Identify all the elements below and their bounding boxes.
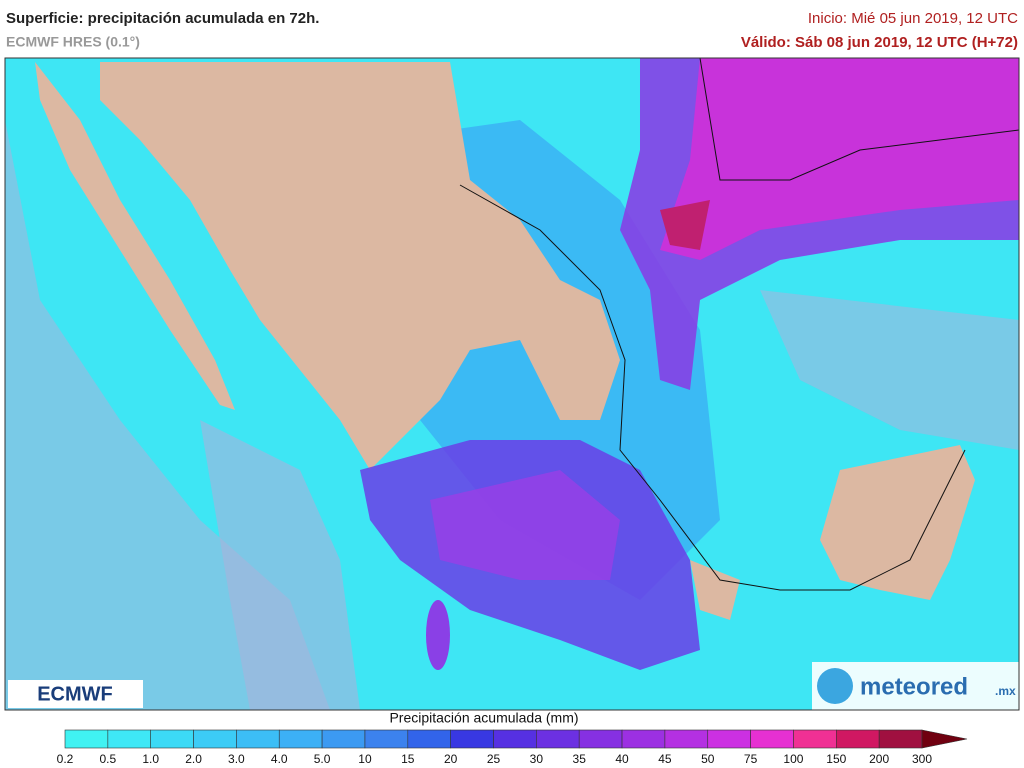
precip xyxy=(430,470,620,580)
colorbar-label: 20 xyxy=(444,752,458,766)
colorbar-label: 45 xyxy=(658,752,672,766)
colorbar-label: 40 xyxy=(615,752,629,766)
colorbar-label: 200 xyxy=(869,752,889,766)
colorbar-swatch xyxy=(64,729,109,749)
colorbar-label: 10 xyxy=(358,752,372,766)
colorbar-swatch xyxy=(493,729,537,749)
colorbar-label: 300 xyxy=(912,752,932,766)
colorbar-label: 25 xyxy=(487,752,501,766)
colorbar-swatch xyxy=(278,729,323,749)
meteored-suffix: .mx xyxy=(995,684,1016,698)
colorbar-swatch xyxy=(750,729,794,749)
colorbar-swatch xyxy=(364,729,409,749)
title: Superficie: precipitación acumulada en 7… xyxy=(6,10,319,27)
map-frame xyxy=(4,57,1020,711)
dry-ocean xyxy=(200,420,360,710)
colorbar-label: 0.5 xyxy=(100,752,117,766)
colorbar-swatch xyxy=(793,729,837,749)
colorbar: 0.2 0.5 1.0 2.0 3.0 4.0 5.0 10 15 20 25 30 35 40 45 50 7… xyxy=(57,729,968,766)
colorbar-label: 30 xyxy=(530,752,544,766)
colorbar-swatch xyxy=(621,729,666,749)
colorbar-swatch xyxy=(107,729,151,749)
precip xyxy=(660,200,710,250)
map: ECMWF meteored .mx xyxy=(5,58,1019,710)
colorbar-label: 35 xyxy=(573,752,587,766)
colorbar-swatch xyxy=(321,729,366,749)
land xyxy=(35,62,235,410)
coastline xyxy=(699,58,1019,181)
ecmwf-logo xyxy=(8,680,143,708)
colorbar-swatch xyxy=(664,729,709,749)
dry-ocean xyxy=(5,120,330,710)
colorbar-swatch xyxy=(236,729,280,749)
colorbar-label: 4.0 xyxy=(271,752,288,766)
precip xyxy=(426,600,450,670)
colorbar-swatch xyxy=(407,729,451,749)
land xyxy=(100,62,620,470)
colorbar-label: 100 xyxy=(783,752,803,766)
coastline xyxy=(459,184,966,591)
colorbar-swatch xyxy=(578,729,623,749)
model: ECMWF HRES (0.1°) xyxy=(6,34,140,50)
colorbar-arrow xyxy=(921,729,968,749)
init-time: Inicio: Mié 05 jun 2019, 12 UTC xyxy=(808,10,1018,27)
colorbar-title: Precipitación acumulada (mm) xyxy=(389,710,578,726)
colorbar-swatch xyxy=(150,729,194,749)
ecmwf-text: ECMWF xyxy=(37,683,113,705)
meteored-icon xyxy=(817,668,853,704)
colorbar-label: 15 xyxy=(401,752,415,766)
colorbar-swatch xyxy=(536,729,580,749)
land xyxy=(690,560,740,620)
colorbar-label: 2.0 xyxy=(185,752,202,766)
colorbar-swatch xyxy=(707,729,751,749)
colorbar-label: 5.0 xyxy=(314,752,331,766)
colorbar-swatch xyxy=(450,729,494,749)
colorbar-swatch xyxy=(878,729,923,749)
colorbar-label: 75 xyxy=(744,752,758,766)
valid-time: Válido: Sáb 08 jun 2019, 12 UTC (H+72) xyxy=(741,34,1018,51)
colorbar-swatch xyxy=(835,729,880,749)
colorbar-label: 50 xyxy=(701,752,715,766)
colorbar-label: 0.2 xyxy=(57,752,74,766)
colorbar-label: 150 xyxy=(826,752,846,766)
dry-ocean xyxy=(760,290,1019,450)
colorbar-label: 1.0 xyxy=(142,752,159,766)
land xyxy=(820,445,975,600)
meteored-text: meteored xyxy=(860,673,968,700)
colorbar-swatch xyxy=(193,729,237,749)
colorbar-label: 3.0 xyxy=(228,752,245,766)
